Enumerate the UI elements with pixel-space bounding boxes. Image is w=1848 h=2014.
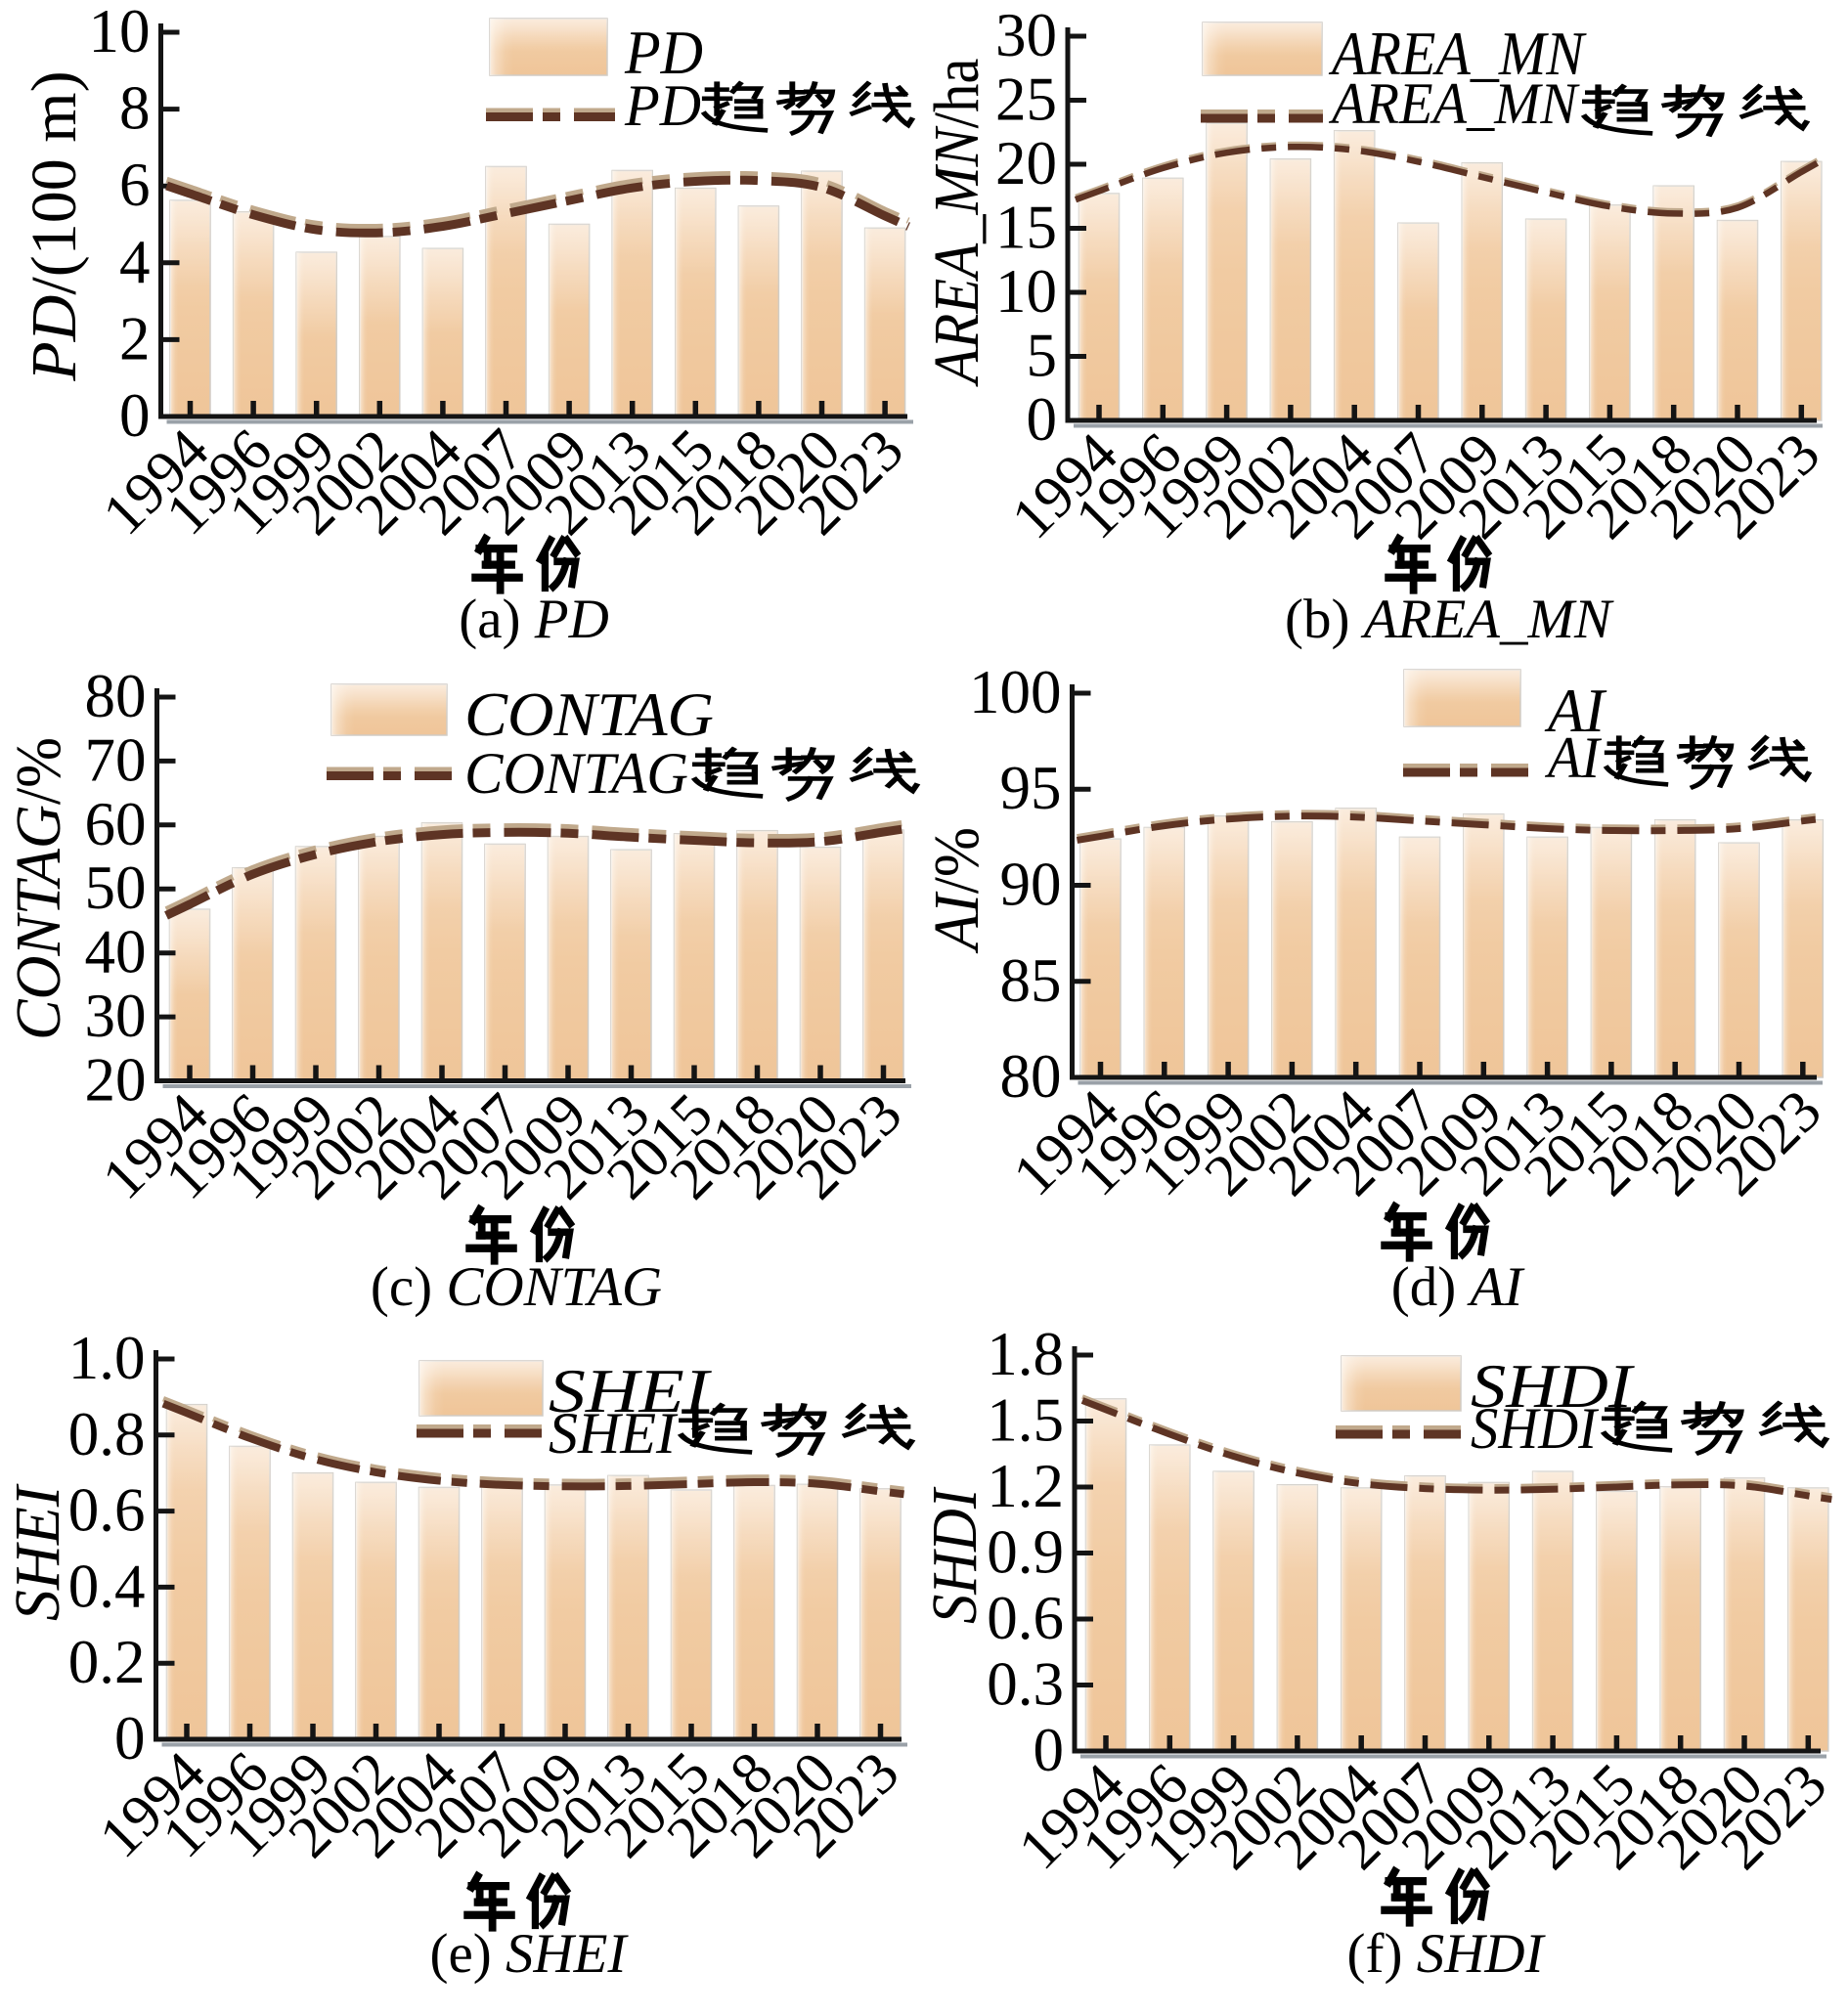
svg-text:1.2: 1.2 — [987, 1452, 1064, 1520]
svg-text:AREA_MN/ha: AREA_MN/ha — [921, 58, 992, 387]
svg-text:SHDI: SHDI — [1471, 1396, 1600, 1461]
svg-text:0.8: 0.8 — [68, 1400, 146, 1468]
svg-text:0.2: 0.2 — [68, 1628, 146, 1696]
svg-text:0.6: 0.6 — [987, 1584, 1064, 1652]
svg-text:SHEI: SHEI — [549, 1401, 679, 1466]
svg-text:60: 60 — [85, 790, 147, 858]
svg-text:25: 25 — [995, 66, 1057, 134]
svg-text:1.8: 1.8 — [987, 1320, 1064, 1388]
svg-text:0: 0 — [1034, 1716, 1065, 1784]
svg-text:20: 20 — [995, 129, 1057, 197]
svg-text:10: 10 — [995, 257, 1057, 326]
svg-text:15: 15 — [995, 194, 1057, 262]
svg-text:SHEI: SHEI — [2, 1483, 73, 1621]
svg-text:0: 0 — [114, 1704, 146, 1773]
svg-text:PD/(100 m): PD/(100 m) — [19, 70, 90, 381]
svg-text:AI/%: AI/% — [921, 827, 992, 954]
svg-text:CONTAG/%: CONTAG/% — [3, 737, 74, 1040]
svg-text:80: 80 — [1000, 1042, 1062, 1111]
svg-text:PD: PD — [624, 73, 701, 138]
svg-text:0.4: 0.4 — [68, 1552, 146, 1620]
svg-text:70: 70 — [85, 725, 147, 794]
svg-text:SHDI: SHDI — [919, 1486, 990, 1624]
svg-text:2: 2 — [119, 304, 151, 372]
svg-text:10: 10 — [89, 0, 151, 66]
svg-text:6: 6 — [119, 151, 151, 219]
svg-text:SHEI: SHEI — [549, 1356, 712, 1425]
svg-text:0: 0 — [119, 381, 151, 450]
svg-text:1.5: 1.5 — [987, 1386, 1064, 1455]
svg-text:20: 20 — [85, 1046, 147, 1115]
svg-text:AI: AI — [1544, 725, 1603, 790]
svg-text:30: 30 — [85, 982, 147, 1050]
svg-text:0.3: 0.3 — [987, 1650, 1064, 1719]
svg-text:(e) SHEI: (e) SHEI — [430, 1923, 630, 1985]
svg-text:4: 4 — [119, 228, 151, 296]
svg-text:(d) AI: (d) AI — [1391, 1256, 1526, 1318]
svg-text:80: 80 — [85, 662, 147, 730]
svg-text:95: 95 — [1000, 754, 1062, 822]
svg-text:5: 5 — [1027, 322, 1058, 390]
svg-text:AREA_MN: AREA_MN — [1328, 71, 1580, 136]
svg-text:50: 50 — [85, 854, 147, 922]
svg-text:(b) AREA_MN: (b) AREA_MN — [1285, 589, 1614, 650]
svg-text:AREA_MN: AREA_MN — [1328, 19, 1587, 88]
svg-text:(f) SHDI: (f) SHDI — [1346, 1923, 1546, 1985]
svg-text:40: 40 — [85, 918, 147, 986]
svg-text:85: 85 — [1000, 946, 1062, 1015]
svg-text:30: 30 — [995, 1, 1057, 69]
svg-text:(a) PD: (a) PD — [459, 589, 609, 650]
svg-text:(c) CONTAG: (c) CONTAG — [371, 1256, 662, 1318]
svg-text:0: 0 — [1027, 385, 1058, 454]
svg-text:PD: PD — [624, 18, 703, 87]
svg-text:100: 100 — [969, 658, 1062, 726]
svg-text:8: 8 — [119, 74, 151, 143]
svg-text:0.9: 0.9 — [987, 1518, 1064, 1587]
svg-text:AI: AI — [1544, 676, 1606, 745]
svg-text:1.0: 1.0 — [68, 1324, 146, 1392]
svg-text:0.6: 0.6 — [68, 1476, 146, 1545]
svg-text:CONTAG: CONTAG — [464, 679, 714, 749]
svg-text:90: 90 — [1000, 851, 1062, 919]
svg-text:CONTAG: CONTAG — [464, 741, 688, 806]
